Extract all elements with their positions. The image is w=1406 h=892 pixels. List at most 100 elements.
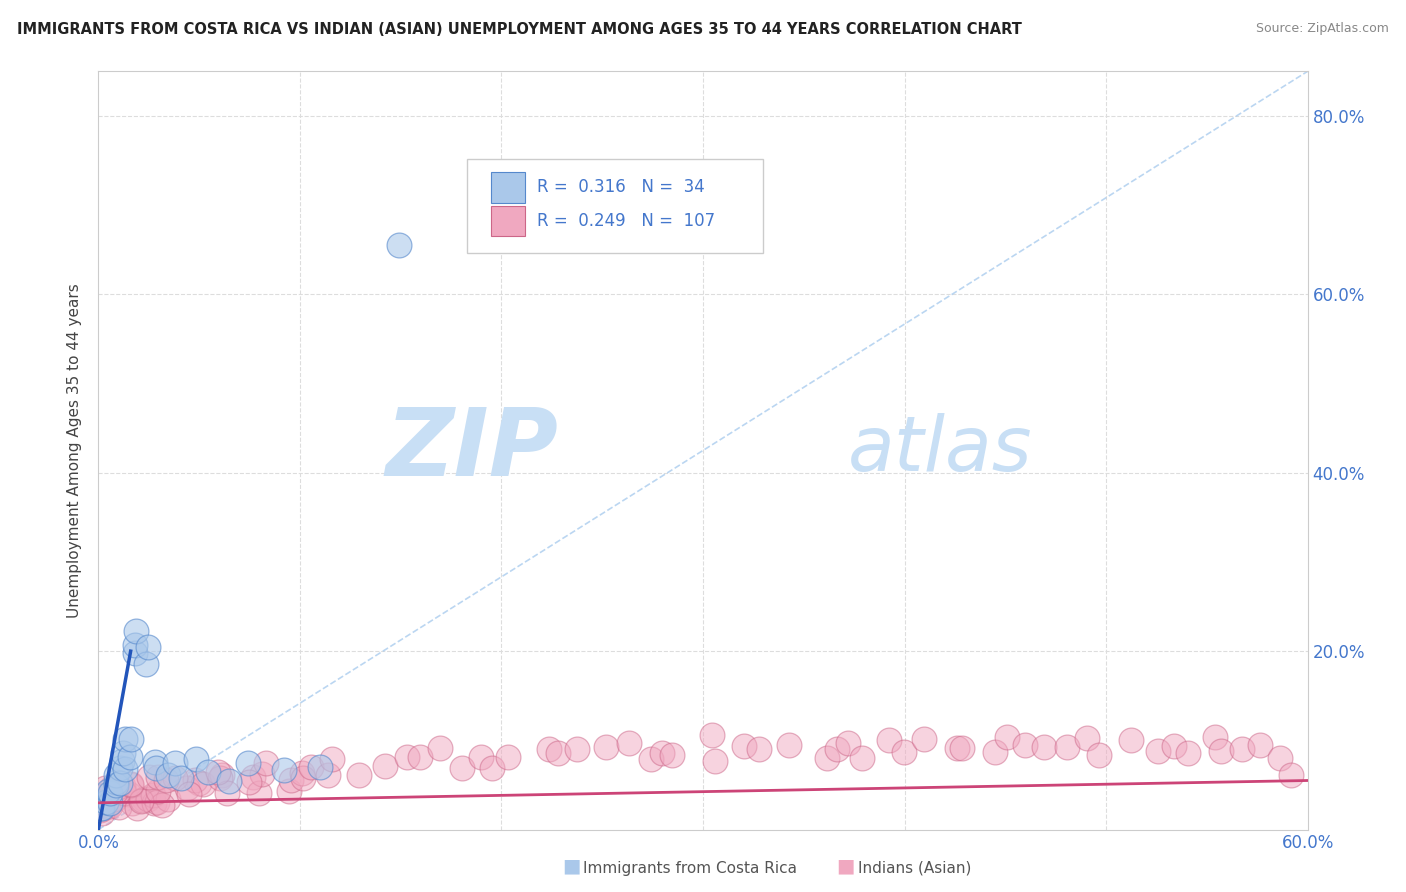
Point	[90, 806, 112, 821]
Point	[208, 771, 231, 785]
Point	[101, 780, 124, 794]
Point	[120, 777, 142, 791]
Point	[120, 778, 142, 792]
Point	[120, 731, 142, 746]
Point	[91, 802, 114, 816]
Point	[837, 735, 859, 749]
Point	[87, 800, 110, 814]
Point	[651, 746, 673, 760]
Point	[254, 756, 277, 770]
Point	[984, 745, 1007, 759]
Point	[1177, 746, 1199, 760]
Point	[184, 752, 207, 766]
Point	[946, 740, 969, 755]
Text: ■: ■	[837, 857, 855, 876]
Point	[238, 756, 260, 771]
Point	[197, 765, 219, 780]
Point	[815, 751, 838, 765]
Point	[1088, 748, 1111, 763]
Point	[156, 767, 179, 781]
Point	[877, 732, 900, 747]
Point	[107, 780, 129, 794]
Point	[321, 752, 343, 766]
Bar	[492, 205, 526, 235]
Point	[94, 780, 117, 795]
Point	[90, 801, 112, 815]
Point	[112, 779, 135, 793]
Point	[93, 789, 115, 803]
Point	[94, 795, 117, 809]
Point	[107, 800, 129, 814]
Point	[127, 801, 149, 815]
Point	[778, 738, 800, 752]
Point	[138, 640, 160, 654]
Point	[1279, 767, 1302, 781]
Point	[142, 788, 165, 802]
Text: R =  0.249   N =  107: R = 0.249 N = 107	[537, 211, 716, 230]
Point	[318, 767, 340, 781]
Point	[104, 785, 127, 799]
Point	[104, 774, 127, 789]
Point	[218, 774, 240, 789]
Point	[496, 750, 519, 764]
Point	[565, 741, 588, 756]
Point	[112, 783, 135, 797]
Point	[145, 762, 167, 776]
Point	[1119, 733, 1142, 747]
Point	[702, 728, 724, 742]
Point	[247, 786, 270, 800]
Point	[143, 797, 166, 811]
Point	[97, 784, 120, 798]
Point	[146, 784, 169, 798]
Point	[640, 752, 662, 766]
Point	[1076, 731, 1098, 745]
Point	[143, 755, 166, 769]
Point	[104, 791, 127, 805]
Point	[138, 770, 160, 784]
Text: ZIP: ZIP	[385, 404, 558, 497]
Point	[125, 624, 148, 638]
Point	[91, 801, 114, 815]
Point	[481, 761, 503, 775]
Point	[170, 771, 193, 785]
Point	[273, 763, 295, 777]
Point	[191, 777, 214, 791]
Point	[1056, 739, 1078, 754]
Point	[135, 657, 157, 672]
Point	[280, 772, 302, 787]
Point	[1230, 741, 1253, 756]
Point	[238, 775, 260, 789]
Text: R =  0.316   N =  34: R = 0.316 N = 34	[537, 178, 704, 196]
Point	[155, 773, 177, 788]
Point	[98, 798, 121, 813]
Point	[111, 747, 134, 761]
Point	[299, 760, 322, 774]
Point	[1209, 744, 1232, 758]
Point	[912, 731, 935, 746]
Point	[1249, 739, 1271, 753]
Point	[547, 746, 569, 760]
Point	[118, 787, 141, 801]
Point	[211, 768, 233, 782]
Point	[1204, 730, 1226, 744]
Point	[104, 779, 127, 793]
Point	[89, 803, 111, 817]
Point	[98, 796, 121, 810]
Text: Indians (Asian): Indians (Asian)	[858, 861, 972, 876]
Point	[347, 768, 370, 782]
Point	[374, 759, 396, 773]
Point	[148, 770, 170, 784]
Point	[131, 794, 153, 808]
Point	[387, 238, 409, 252]
Point	[124, 646, 146, 660]
Point	[108, 762, 131, 776]
FancyBboxPatch shape	[467, 159, 763, 253]
Point	[995, 730, 1018, 744]
Point	[827, 742, 849, 756]
Point	[136, 791, 159, 805]
Point	[98, 786, 121, 800]
Point	[131, 793, 153, 807]
Point	[851, 751, 873, 765]
Point	[470, 749, 492, 764]
Point	[134, 792, 156, 806]
